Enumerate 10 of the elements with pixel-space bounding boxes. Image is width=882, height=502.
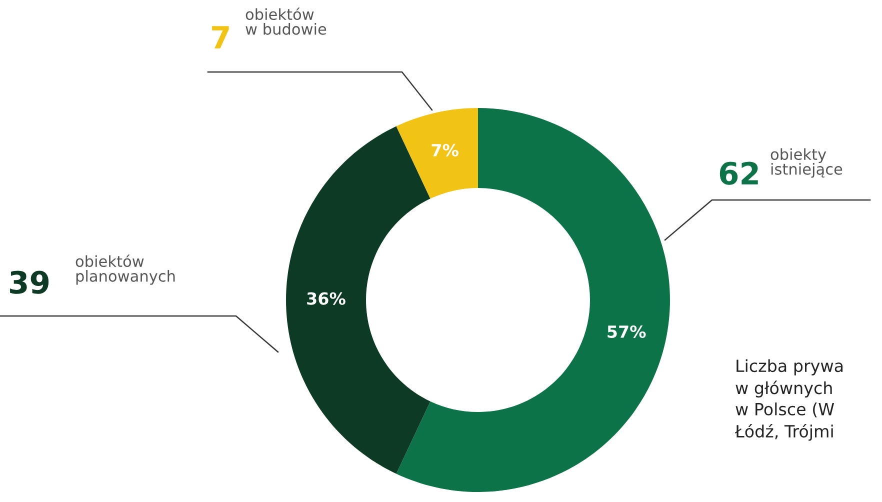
donut-slice (396, 108, 670, 492)
data-label: 7% (432, 144, 458, 156)
slice-label: 62 obiekty istniejące (720, 148, 842, 185)
data-label: 57% (608, 325, 646, 338)
donut-slice (396, 108, 478, 199)
text: Liczba prywa w głównych w Polsce (W Łódź, Trójmi (734, 359, 843, 441)
slice-label: 39 obiektów planowanych (10, 254, 175, 294)
data-label: 36% (307, 292, 346, 305)
slice-label: 7 obiektów w budowie (212, 8, 326, 48)
donut-slice (286, 126, 430, 474)
